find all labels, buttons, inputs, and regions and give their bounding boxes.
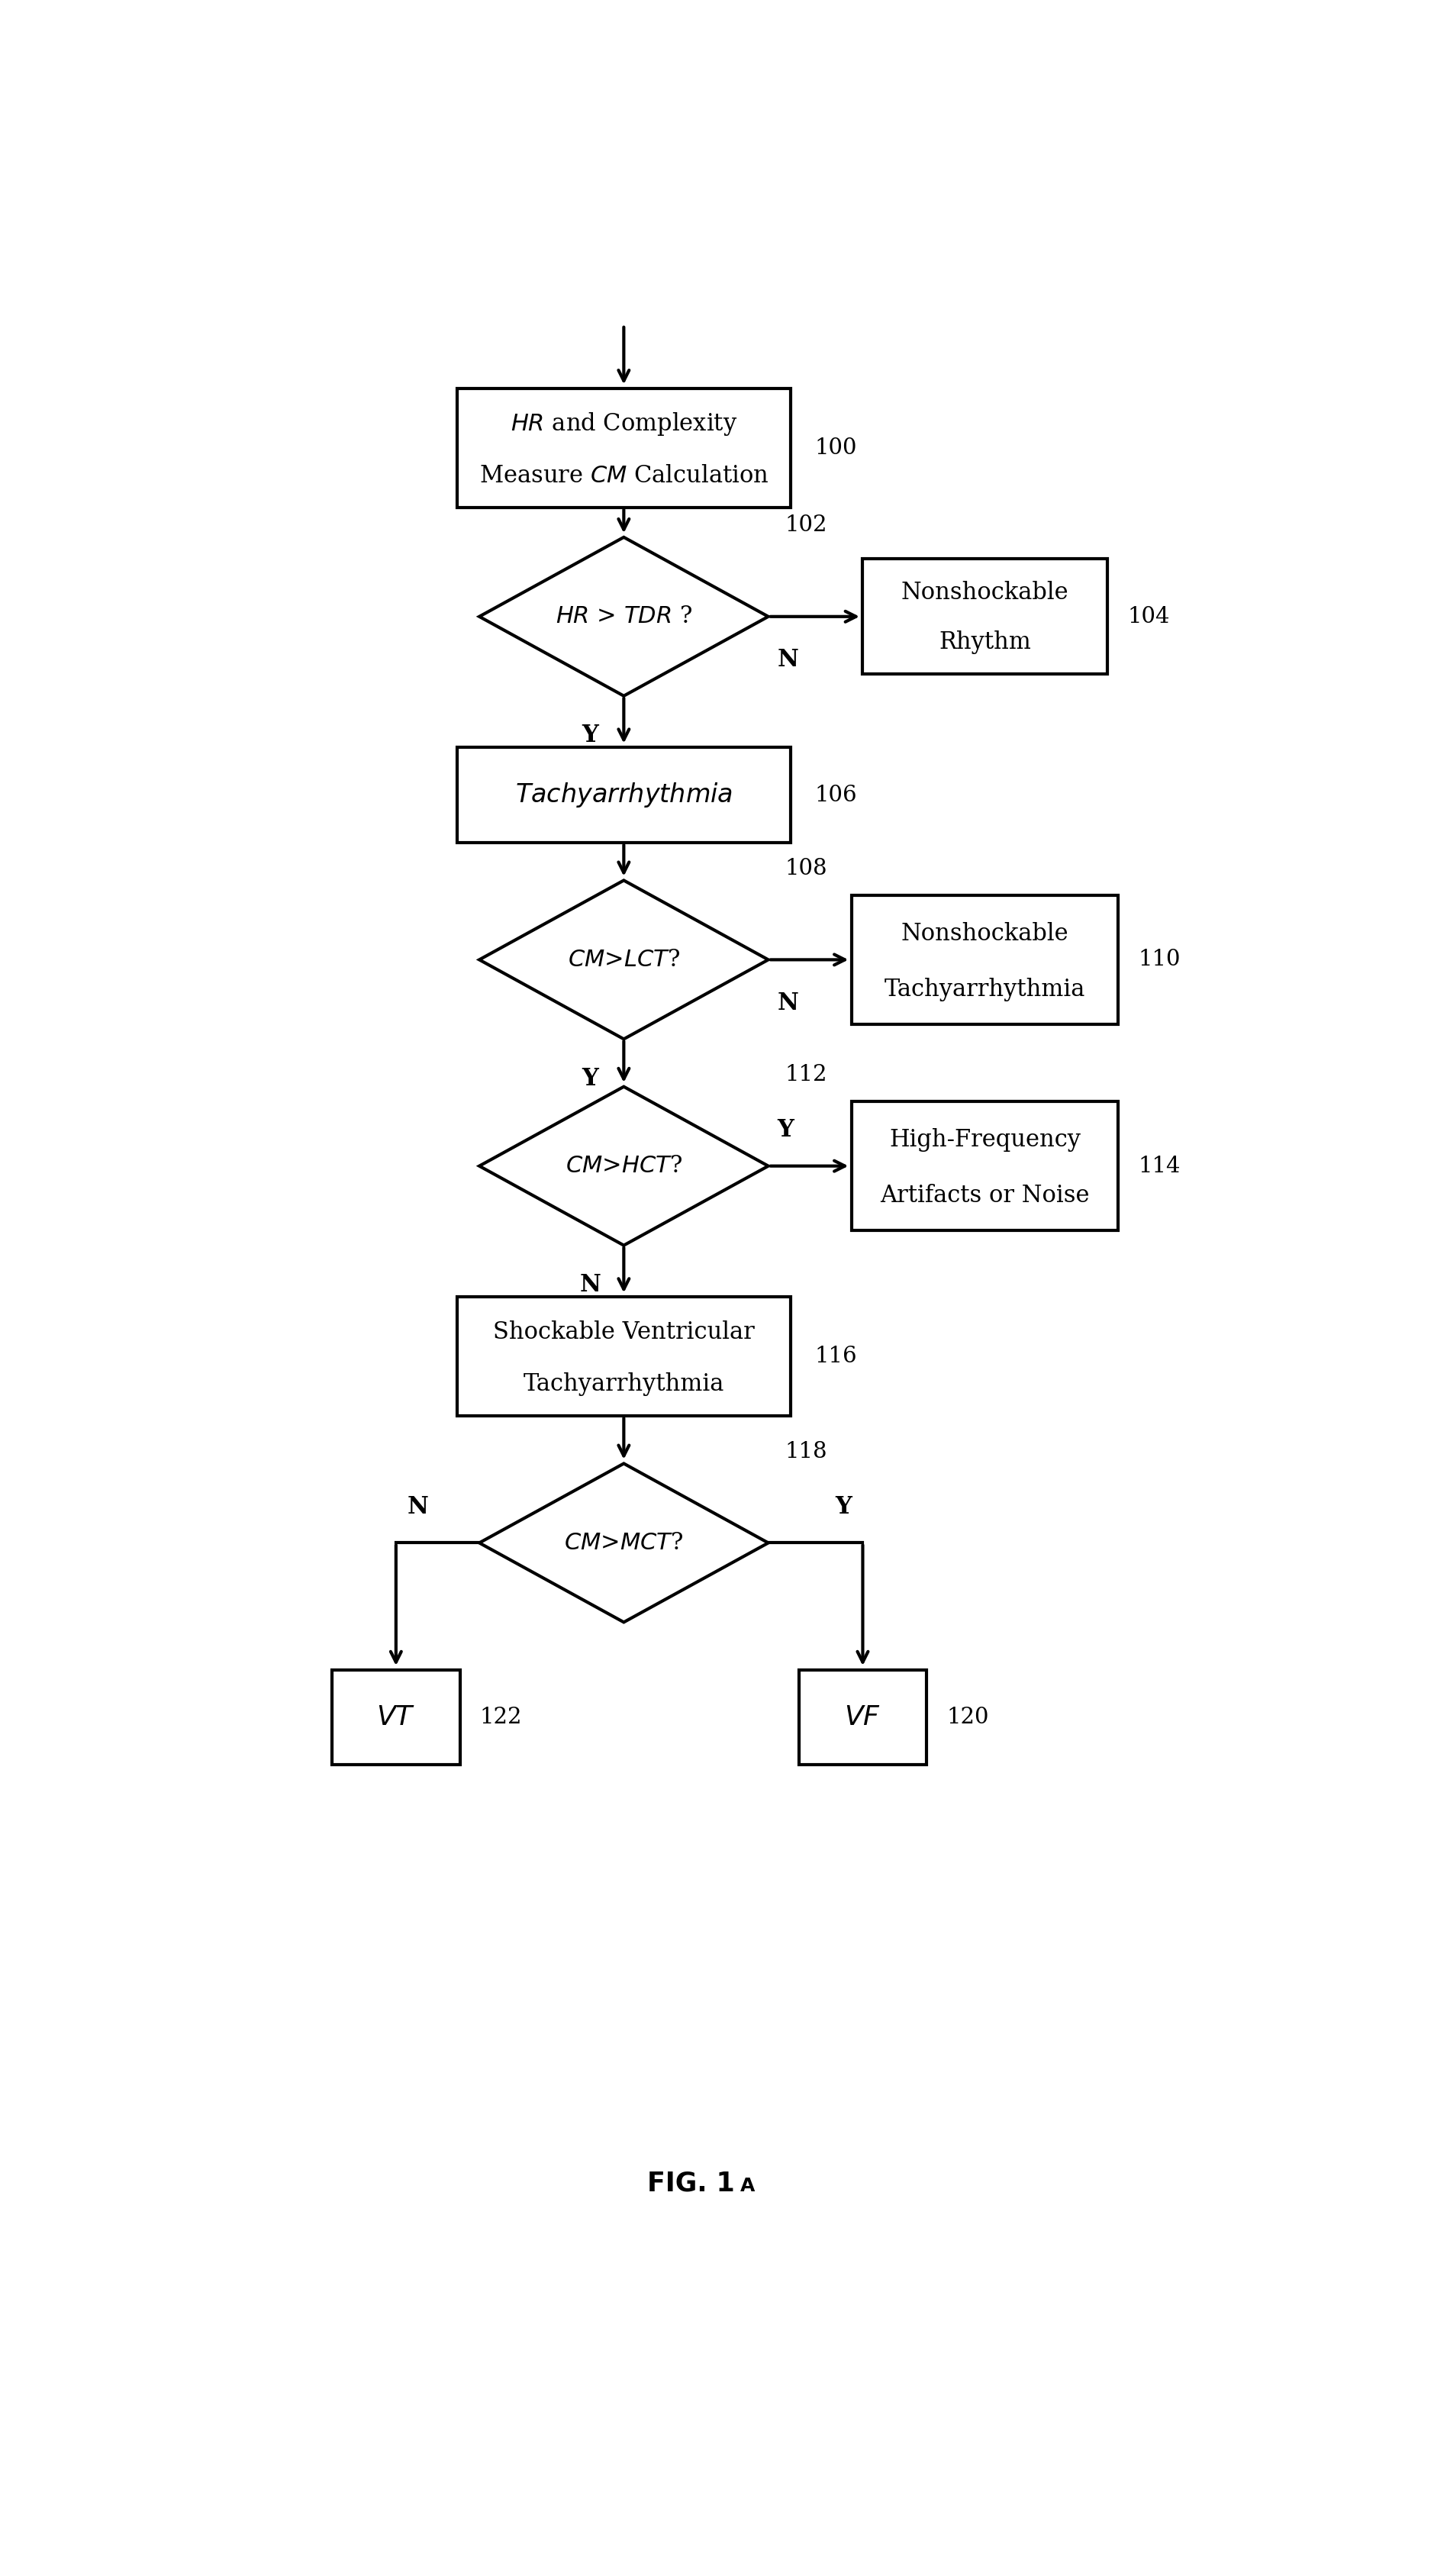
FancyBboxPatch shape bbox=[457, 389, 790, 507]
FancyBboxPatch shape bbox=[457, 747, 790, 842]
Text: FIG. 1: FIG. 1 bbox=[647, 2172, 734, 2197]
Text: 110: 110 bbox=[1139, 948, 1180, 971]
Text: High-Frequency: High-Frequency bbox=[889, 1128, 1081, 1151]
Text: $\it{VT}$: $\it{VT}$ bbox=[377, 1705, 416, 1731]
Text: 102: 102 bbox=[784, 515, 827, 536]
Text: A: A bbox=[740, 2177, 756, 2195]
FancyBboxPatch shape bbox=[457, 1296, 790, 1417]
Text: 100: 100 bbox=[815, 438, 858, 459]
Text: 112: 112 bbox=[784, 1064, 827, 1084]
Text: 108: 108 bbox=[784, 858, 827, 878]
Text: Y: Y bbox=[582, 1066, 599, 1090]
Text: Rhythm: Rhythm bbox=[939, 631, 1031, 654]
Text: 120: 120 bbox=[946, 1708, 989, 1728]
FancyBboxPatch shape bbox=[852, 896, 1119, 1025]
Text: Tachyarrhythmia: Tachyarrhythmia bbox=[885, 979, 1086, 1002]
Text: N: N bbox=[407, 1494, 429, 1520]
Text: $\it{VF}$: $\it{VF}$ bbox=[845, 1705, 880, 1731]
Text: Shockable Ventricular: Shockable Ventricular bbox=[493, 1321, 754, 1345]
Text: Y: Y bbox=[582, 724, 599, 747]
Text: Nonshockable: Nonshockable bbox=[901, 582, 1068, 605]
Text: Artifacts or Noise: Artifacts or Noise bbox=[880, 1185, 1090, 1208]
Text: Tachyarrhythmia: Tachyarrhythmia bbox=[523, 1373, 724, 1396]
Text: Y: Y bbox=[777, 1118, 794, 1141]
Text: $\it{Tachyarrhythmia}$: $\it{Tachyarrhythmia}$ bbox=[515, 781, 733, 809]
Text: $\it{CM}$>$\it{HCT}$?: $\it{CM}$>$\it{HCT}$? bbox=[565, 1154, 683, 1177]
Text: $\it{HR}$ > $\it{TDR}$ ?: $\it{HR}$ > $\it{TDR}$ ? bbox=[555, 605, 693, 629]
Text: N: N bbox=[777, 992, 799, 1015]
Text: N: N bbox=[777, 649, 799, 672]
Polygon shape bbox=[479, 1463, 769, 1623]
Text: $\it{HR}$ and Complexity: $\it{HR}$ and Complexity bbox=[511, 410, 737, 438]
FancyBboxPatch shape bbox=[333, 1669, 460, 1765]
Polygon shape bbox=[479, 538, 769, 696]
FancyBboxPatch shape bbox=[852, 1103, 1119, 1231]
Text: Nonshockable: Nonshockable bbox=[901, 922, 1068, 945]
Text: Y: Y bbox=[835, 1494, 852, 1520]
Text: $\it{CM}$>$\it{MCT}$?: $\it{CM}$>$\it{MCT}$? bbox=[564, 1530, 684, 1556]
Polygon shape bbox=[479, 1087, 769, 1244]
Text: 122: 122 bbox=[480, 1708, 522, 1728]
Text: N: N bbox=[579, 1273, 601, 1296]
Text: $\it{CM}$>$\it{LCT}$?: $\it{CM}$>$\it{LCT}$? bbox=[568, 948, 680, 971]
Text: 118: 118 bbox=[784, 1440, 827, 1463]
Text: 116: 116 bbox=[815, 1345, 858, 1368]
Polygon shape bbox=[479, 881, 769, 1038]
FancyBboxPatch shape bbox=[799, 1669, 926, 1765]
Text: Measure $\it{CM}$ Calculation: Measure $\it{CM}$ Calculation bbox=[479, 464, 769, 487]
Text: 106: 106 bbox=[815, 786, 858, 806]
Text: 114: 114 bbox=[1139, 1154, 1180, 1177]
Text: 104: 104 bbox=[1127, 605, 1170, 626]
FancyBboxPatch shape bbox=[863, 559, 1107, 675]
